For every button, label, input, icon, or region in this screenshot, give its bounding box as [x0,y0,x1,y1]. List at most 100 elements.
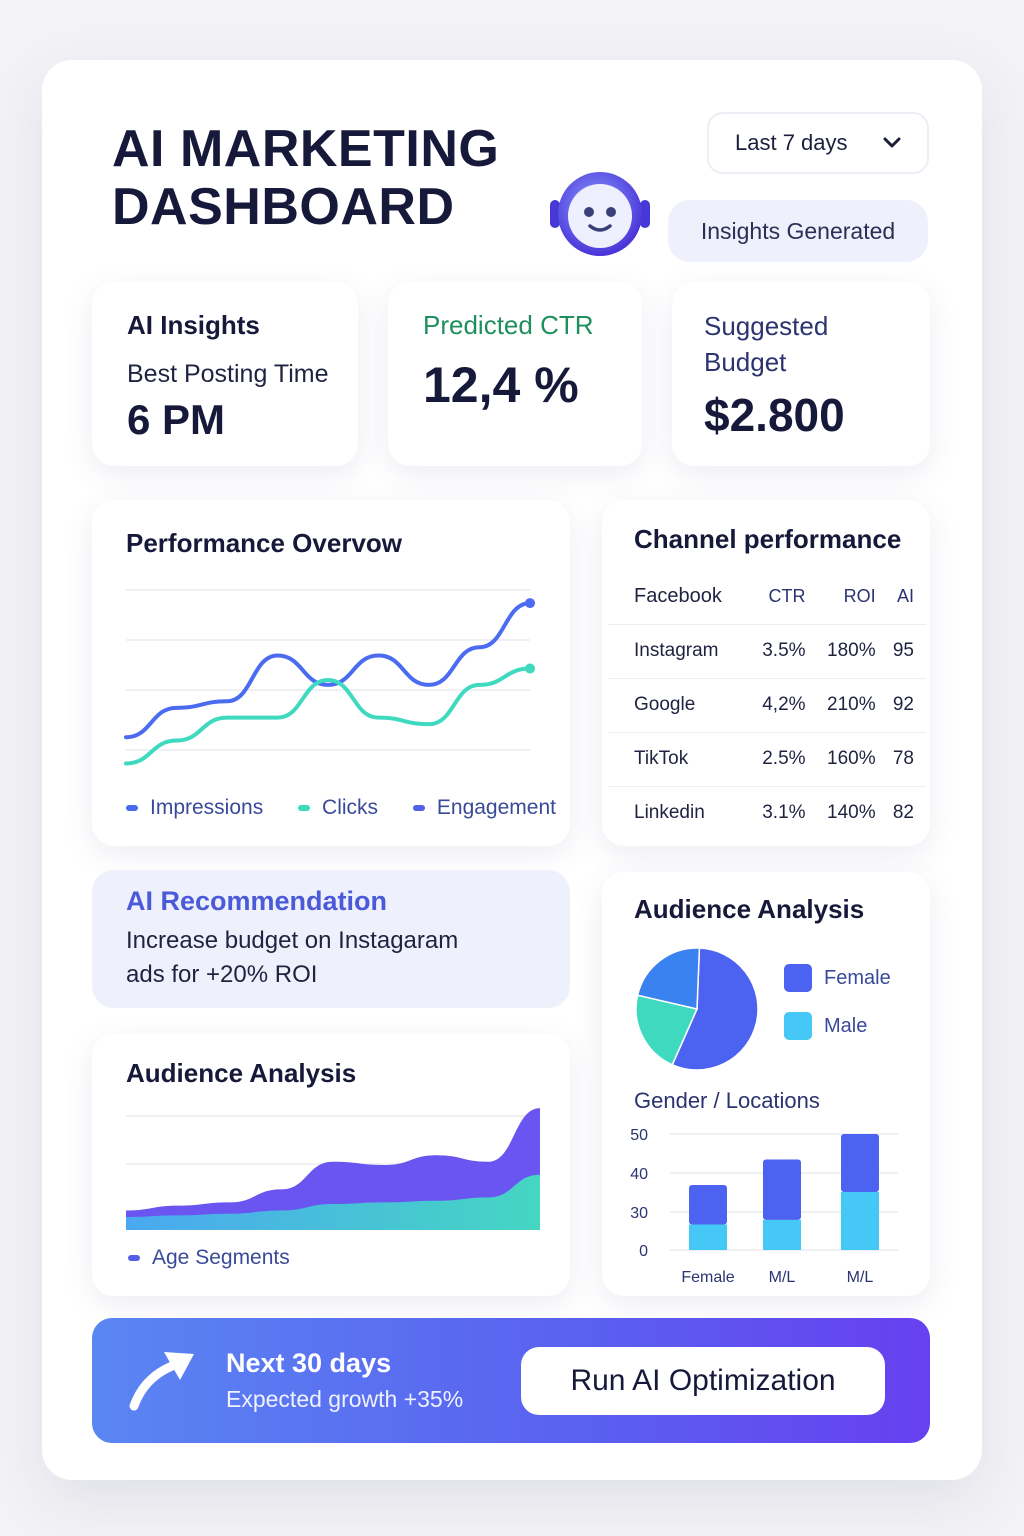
col-header-ctr: CTR [768,586,806,607]
pie-legend-female: Female [784,964,891,992]
ai-bot-avatar-icon [550,172,650,256]
bar-male-2 [841,1192,879,1250]
run-ai-optimization-button[interactable]: Run AI Optimization [521,1347,885,1415]
performance-title: Performance Overvow [126,528,403,558]
ai-insights-card: AI Insights Best Posting Time 6 PM [92,282,358,466]
channel-name: Google [608,677,754,732]
audience-age-title: Audience Analysis [126,1058,357,1088]
bar-male-1 [763,1219,801,1250]
col-header-channel: Facebook [634,585,722,608]
table-row[interactable]: Linkedin 3.1% 140% 82 [608,785,926,840]
y-tick-label: 0 [639,1243,648,1260]
cta-headline: Next 30 days [226,1348,392,1378]
col-header-roi: ROI [843,586,876,607]
table-row[interactable]: Instagram 3.5% 180% 95 [608,623,926,678]
recommendation-line2: ads for +20% ROI [126,961,318,988]
recommendation-text: Increase budget on Instagaram ads for +2… [126,924,458,992]
pie-legend-male: Male [784,1012,891,1040]
channel-ctr: 4,2% [753,677,818,732]
chevron-down-icon [883,137,901,148]
x-tick-label: M/L [769,1269,796,1286]
recommendation-title: AI Recommendation [126,886,388,916]
bar-female-0 [689,1185,727,1225]
channel-ctr: 3.5% [753,623,818,678]
cta-subline: Expected growth +35% [226,1386,464,1412]
gender-bar-chart: 0 30 40 50 Female M/L M/L [630,1127,898,1286]
pie-slice-other [636,947,701,1010]
legend-age-segments: Age Segments [128,1246,290,1270]
bar-female-2 [841,1134,879,1192]
growth-arrow-icon [129,1352,194,1411]
channel-table: Facebook CTR ROI AI Instagram 3.5% 180% … [608,570,926,840]
area-secondary [126,1174,540,1230]
title-line-2: DASHBOARD [112,178,455,236]
channel-performance-card: Channel performance Facebook CTR ROI AI … [602,500,930,846]
female-swatch [784,964,812,992]
series-line-impressions [124,601,532,740]
age-area-chart [126,1108,540,1230]
predicted-ctr-card: Predicted CTR 12,4 % [388,282,642,466]
insights-bubble: Insights Generated [668,200,928,262]
legend-engagement: Engagement [412,796,556,820]
pie-slice-female [671,947,759,1071]
series-endpoint-impressions [525,598,535,609]
title-line-1: AI MARKETING [112,120,500,178]
channel-name: Linkedin [608,785,754,840]
gender-pie-chart [635,947,759,1071]
channel-title: Channel performance [634,524,902,554]
channel-roi: 210% [817,677,888,732]
channel-header-row: Facebook CTR ROI AI [608,570,926,624]
bar-chart-title: Gender / Locations [634,1088,820,1113]
predicted-ctr-value: 12,4 % [423,357,579,413]
audience-age-card: Audience Analysis Age Segments [92,1034,570,1296]
ai-recommendation-card: AI Recommendation Increase budget on Ins… [92,870,570,1008]
series-line-clicks [124,666,532,766]
audience-gender-title: Audience Analysis [634,894,865,924]
pie-slice-male [635,994,699,1066]
x-tick-label: M/L [847,1269,874,1286]
y-tick-label: 50 [630,1127,648,1144]
channel-roi: 160% [817,731,888,786]
suggested-budget-title-line1: Suggested [704,311,829,341]
series-endpoint-clicks [525,663,535,674]
channel-ai: 82 [887,785,926,840]
y-tick-label: 40 [630,1166,648,1183]
run-ai-optimization-label: Run AI Optimization [570,1364,836,1397]
suggested-budget-value: $2.800 [704,389,845,441]
table-row[interactable]: Google 4,2% 210% 92 [608,677,926,732]
legend-clicks: Clicks [298,796,378,820]
best-posting-label: Best Posting Time [127,360,329,388]
channel-roi: 180% [817,623,888,678]
suggested-budget-title-line2: Budget [704,347,787,377]
performance-overview-card: Performance Overvow Impressions Clicks E… [92,500,570,846]
insights-bubble-text: Insights Generated [700,217,896,244]
bar-male-0 [689,1224,727,1250]
date-range-select[interactable]: Last 7 days [707,112,929,174]
table-row[interactable]: TikTok 2.5% 160% 78 [608,731,926,786]
col-header-ai: AI [896,586,914,607]
best-posting-value: 6 PM [127,396,226,443]
channel-ai: 95 [887,623,926,678]
channel-name: Instagram [608,623,754,678]
audience-gender-card: Audience Analysis Female Male Gender / L… [602,872,930,1296]
suggested-budget-title: Suggested Budget [704,308,828,380]
area-age-segments [126,1108,540,1230]
recommendation-line1: Increase budget on Instagaram [126,927,459,954]
age-legend: Age Segments [128,1246,290,1270]
channel-name: TikTok [608,731,754,786]
pie-legend-male-label: Male [824,1014,868,1037]
channel-ai: 78 [887,731,926,786]
suggested-budget-card: Suggested Budget $2.800 [672,282,930,466]
date-range-label: Last 7 days [735,130,848,155]
pie-legend-female-label: Female [824,966,891,989]
x-tick-label: Female [681,1269,734,1286]
y-tick-label: 30 [630,1205,648,1222]
predicted-ctr-title: Predicted CTR [423,310,594,340]
channel-roi: 140% [817,785,888,840]
legend-impressions: Impressions [126,796,263,820]
channel-ctr: 2.5% [753,731,818,786]
performance-line-chart [124,589,535,766]
channel-ctr: 3.1% [753,785,818,840]
page-title: AI MARKETING DASHBOARD [112,120,552,236]
performance-legend: Impressions Clicks Engagement [126,796,556,820]
